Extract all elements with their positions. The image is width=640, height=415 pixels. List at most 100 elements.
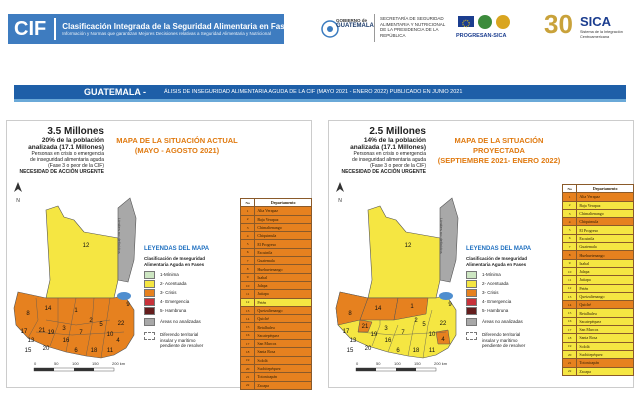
table-row: 14 Quiché <box>561 300 634 310</box>
table-header: No Departamento <box>561 183 634 194</box>
legend-phase-4: 4- Emergencia <box>144 297 242 306</box>
table-row: 5 El Progreso <box>239 239 312 249</box>
map-label-5: 5 <box>422 322 426 328</box>
current-stat-analyzed: analizada (17.1 Millones) <box>28 144 104 151</box>
table-row: 18 Santa Rosa <box>239 347 312 357</box>
table-row: 19 Sololá <box>239 355 312 365</box>
table-row: 15 Retalhuleu <box>239 322 312 332</box>
projected-stat-big: 2.5 Millones <box>369 126 426 137</box>
table-row: 13 Quetzaltenango <box>239 305 312 316</box>
map-label-18: 18 <box>413 348 420 354</box>
map-label-22: 22 <box>118 321 125 327</box>
sica-logo-text: SICA <box>580 14 612 29</box>
map-label-1: 1 <box>410 304 414 310</box>
map-label-17: 17 <box>21 329 28 335</box>
projected-stat-desc2: de inseguridad alimentaria aguda <box>352 157 426 163</box>
projected-map-title: MAPA DE LA SITUACIÓN PROYECTADA (SEPTIEM… <box>437 136 561 165</box>
table-row: 1 Alta Verapaz <box>239 206 312 216</box>
projected-stat-box: 2.5 Millones 14% de la población analiza… <box>334 126 426 175</box>
projected-legend: LEYENDAS DEL MAPA Clasificación de Inseg… <box>466 246 564 350</box>
cif-short: CIF <box>8 18 57 40</box>
current-stat-pct: 20% de la población <box>41 137 104 144</box>
legend-dispute: Diferendo territorial insular y marítimo p… <box>466 332 564 350</box>
map-label-4: 4 <box>116 338 120 344</box>
legend-phase-3: 3- Crisis <box>144 288 242 297</box>
current-stat-desc3: (Fase 3 o peor de la CIF) <box>48 163 104 169</box>
gobierno-label: GOBIERNO de GUATEMALA <box>336 18 374 29</box>
sica-subtitle: Sistema de la Integración Centroamerican… <box>580 30 623 39</box>
region-totonicapan <box>357 319 373 333</box>
map-label-11: 11 <box>429 348 436 354</box>
table-row: 20 Suchitepéquez <box>239 363 312 374</box>
progresan-seal-icon <box>478 15 492 29</box>
table-row: 6 Escuintla <box>561 233 634 244</box>
table-row: 8 Huehuetenango <box>239 264 312 274</box>
current-stat-urgent: NECESIDAD DE ACCIÓN URGENTE <box>19 169 104 175</box>
banner-country: GUATEMALA - <box>84 87 146 97</box>
table-row: 14 Quiché <box>239 314 312 324</box>
legend-title: LEYENDAS DEL MAPA <box>466 246 532 252</box>
guatemala-emblem-icon <box>320 14 364 44</box>
table-row: 12 Petén <box>561 283 634 293</box>
current-stat-box: 3.5 Millones 20% de la población analiza… <box>12 126 104 175</box>
projected-stat-desc3: (Fase 3 o peor de la CIF) <box>370 163 426 169</box>
sica-seal-icon <box>496 15 510 29</box>
current-dept-table: No Departamento 1 Alta Verapaz 2 Baja Verapaz… <box>239 197 312 390</box>
map-label-8: 8 <box>26 311 30 317</box>
table-row: 19 Sololá <box>561 341 634 351</box>
map-label-21: 21 <box>362 324 369 330</box>
table-row: 16 Sacatepéquez <box>239 330 312 341</box>
map-label-15: 15 <box>25 348 32 354</box>
table-row: 13 Quetzaltenango <box>561 291 634 302</box>
map-label-12: 12 <box>83 243 90 249</box>
map-label-20: 20 <box>43 346 50 352</box>
map-label-16: 16 <box>385 338 392 344</box>
table-row: 3 Chimaltenango <box>239 222 312 233</box>
map-label-7: 7 <box>79 330 83 336</box>
legend-phase-5: 5- Hambruna <box>466 306 564 315</box>
table-row: 1 Alta Verapaz <box>561 192 634 202</box>
map-label-5: 5 <box>99 322 103 328</box>
map-label-13: 13 <box>350 338 357 344</box>
table-row: 17 San Marcos <box>561 325 634 335</box>
table-row: 16 Sacatepéquez <box>561 316 634 327</box>
projected-stat-urgent: NECESIDAD DE ACCIÓN URGENTE <box>341 169 426 175</box>
cif-subtitle: Información y Normas que garantizan Mejo… <box>62 31 271 36</box>
map-label-18: 18 <box>91 348 98 354</box>
current-situation-panel: N 12 8 14 1 9 22 2 5 17 21 3 19 7 10 13 <box>6 120 312 390</box>
progresan-label: PROGRESAN-SICA <box>456 33 507 39</box>
current-map: N 12 8 14 1 9 22 2 5 17 21 3 19 7 10 13 <box>6 120 312 388</box>
banner-subtitle: ÁLISIS DE INSEGURIDAD ALIMENTARIA AGUDA … <box>164 89 463 95</box>
legend-phase-5: 5- Hambruna <box>144 306 242 315</box>
projected-dept-table: No Departamento 1 Alta Verapaz 2 Baja Verapaz… <box>561 183 634 376</box>
legend-dispute: Diferendo territorial insular y marítimo p… <box>144 332 242 350</box>
table-row: 4 Chiquimula <box>561 217 634 227</box>
map-label-7: 7 <box>401 330 405 336</box>
cif-logo: CIF Clasificación Integrada de la Seguri… <box>8 14 294 44</box>
table-row: 11 Jutiapa <box>239 289 312 299</box>
map-label-20: 20 <box>365 346 372 352</box>
table-row: 9 Izabal <box>239 272 312 282</box>
map-label-21: 21 <box>39 328 46 334</box>
limits-label: Límites no definidos <box>439 218 444 254</box>
map-label-13: 13 <box>28 338 35 344</box>
map-label-12: 12 <box>405 243 412 249</box>
north-arrow-icon: N <box>14 182 22 204</box>
legend-phase-2: 2- Acentuada <box>466 279 564 288</box>
region-peten <box>45 205 119 299</box>
table-row: 22 Zacapa <box>561 366 634 376</box>
sesan-text: SECRETARÍA DE SEGURIDAD ALIMENTARIA Y NU… <box>380 16 446 38</box>
table-row: 3 Chimaltenango <box>561 208 634 219</box>
map-label-19: 19 <box>48 330 55 336</box>
table-row: 2 Baja Verapaz <box>561 200 634 210</box>
lake-izabal-icon <box>117 292 131 300</box>
map-label-19: 19 <box>371 332 378 338</box>
map-label-10: 10 <box>429 332 436 338</box>
current-map-title: MAPA DE LA SITUACIÓN ACTUAL (MAYO - AGOS… <box>116 136 238 155</box>
table-row: 11 Jutiapa <box>561 275 634 285</box>
map-label-6: 6 <box>396 348 400 354</box>
map-label-3: 3 <box>384 326 388 332</box>
map-label-15: 15 <box>347 348 354 354</box>
table-row: 15 Retalhuleu <box>561 308 634 318</box>
table-row: 8 Huehuetenango <box>561 250 634 260</box>
